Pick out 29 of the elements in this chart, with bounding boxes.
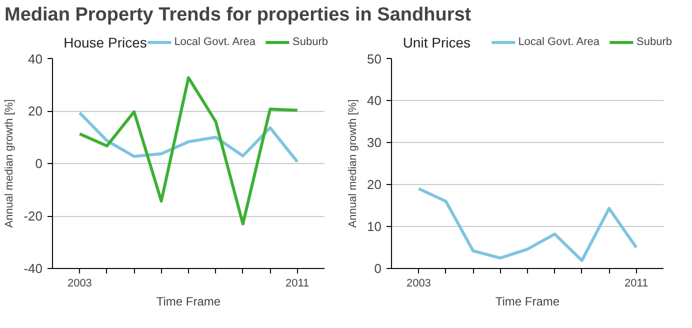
- legend-label: Local Govt. Area: [518, 36, 600, 48]
- legend-label: Local Govt. Area: [174, 36, 256, 48]
- chart-title: Median Property Trends for properties in Sandhurst: [4, 4, 472, 26]
- line-series: [78, 76, 299, 226]
- y-tick-label: -20: [24, 208, 43, 224]
- y-tick-label: 0: [374, 261, 382, 276]
- y-axis-title: Annual median growth [%]: [347, 99, 360, 228]
- y-axis-title: Annual median growth [%]: [4, 99, 16, 228]
- legend-label: Suburb: [292, 36, 328, 48]
- y-tick-label: 20: [367, 177, 382, 192]
- y-tick-label: 40: [367, 93, 382, 108]
- y-tick-label: 20: [28, 104, 43, 118]
- x-tick-label: 2011: [624, 278, 648, 290]
- y-tick-label: 0: [35, 156, 43, 171]
- y-tick-label: 50: [367, 52, 382, 66]
- line-series: [78, 111, 299, 164]
- chart-subtitle: House Prices: [64, 34, 147, 50]
- chart-subtitle: Unit Prices: [402, 34, 471, 50]
- line-series: [417, 187, 638, 262]
- x-tick-label: 2011: [285, 278, 310, 290]
- y-tick-label: -40: [24, 261, 43, 276]
- x-axis-title: Time Frame: [495, 294, 560, 308]
- x-axis-title: Time Frame: [156, 294, 221, 308]
- legend-label: Suburb: [636, 36, 672, 48]
- y-tick-label: 30: [367, 135, 382, 150]
- x-tick-label: 2003: [406, 278, 431, 290]
- y-tick-label: 10: [367, 219, 382, 234]
- x-tick-label: 2003: [67, 278, 92, 290]
- y-tick-label: 40: [28, 52, 43, 66]
